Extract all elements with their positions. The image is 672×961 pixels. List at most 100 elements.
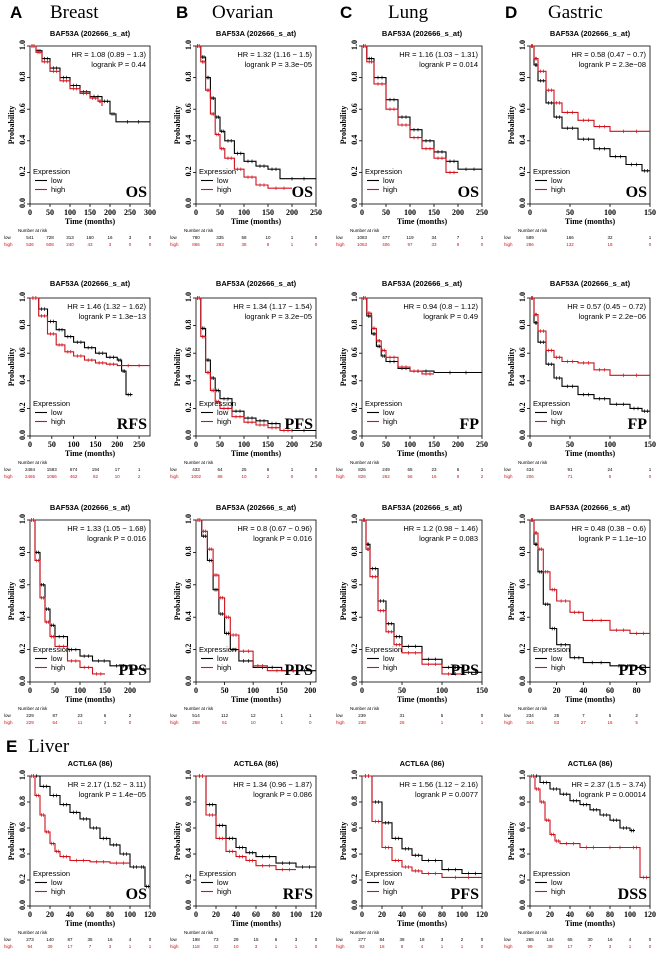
hazard-ratio: HR = 1.2 (0.98 − 1.46)	[403, 524, 478, 533]
x-tick-label: 150	[644, 208, 656, 217]
legend-title: Expression	[365, 399, 402, 408]
risk-count: 5	[609, 474, 612, 479]
risk-row-label: high	[4, 944, 13, 949]
risk-count: 61	[222, 720, 228, 725]
y-tick-label: 0.8	[184, 796, 193, 806]
km-curve-high	[362, 775, 482, 878]
hazard-ratio: HR = 2.17 (1.52 − 3.11)	[68, 780, 147, 789]
y-tick-label: 1.0	[518, 40, 527, 50]
plot-title: ACTL6A (86)	[400, 759, 445, 768]
x-tick-label: 50	[566, 208, 574, 217]
y-tick-label: 0.0	[350, 430, 359, 440]
x-tick-label: 50	[46, 208, 54, 217]
x-axis-title: Time (months)	[65, 919, 116, 928]
y-tick-label: 1.0	[18, 770, 27, 780]
risk-row-label: high	[170, 474, 179, 479]
risk-count: 12	[251, 713, 257, 718]
legend-title: Expression	[33, 645, 70, 654]
risk-count: 32	[607, 235, 613, 240]
y-tick-label: 1.0	[350, 770, 359, 780]
x-tick-label: 0	[28, 686, 32, 695]
hazard-ratio: HR = 0.8 (0.67 − 0.96)	[237, 524, 312, 533]
endpoint-label: PFS	[285, 416, 314, 433]
cancer-title-liver: Liver	[28, 736, 70, 757]
panel-letter-d: D	[505, 3, 517, 22]
km-curve-high	[196, 297, 292, 432]
risk-count: 3	[129, 235, 132, 240]
y-tick-label: 0.8	[350, 546, 359, 556]
risk-count: 38	[399, 937, 405, 942]
plot-title: ACTL6A (86)	[568, 759, 613, 768]
panel-letter-b: B	[176, 3, 188, 22]
hazard-ratio: HR = 1.33 (1.05 − 1.68)	[67, 524, 146, 533]
y-tick-label: 1.0	[184, 770, 193, 780]
y-tick-label: 0.4	[518, 848, 527, 858]
x-tick-label: 60	[606, 686, 614, 695]
y-tick-label: 0.2	[18, 644, 27, 654]
risk-count: 166	[566, 235, 574, 240]
y-axis-title: Probability	[173, 348, 182, 387]
plot-title: BAF53A (202666_s_at)	[216, 279, 297, 288]
km-panel-c1: BAF53A (202666_s_at) 0.0 0.2 0.4 0.6 0.8 1.0 Pr…	[336, 29, 488, 247]
legend-label-low: low	[51, 408, 63, 417]
risk-count: 589	[526, 235, 534, 240]
x-tick-label: 80	[438, 910, 446, 919]
y-tick-label: 0.8	[18, 546, 27, 556]
logrank-p: logrank P = 1.1e−10	[579, 534, 646, 543]
risk-count: 433	[192, 467, 200, 472]
endpoint-label: OS	[126, 886, 147, 903]
risk-count: 43	[87, 242, 93, 247]
plot-frame	[529, 519, 651, 683]
risk-count: 0	[315, 467, 318, 472]
x-tick-label: 50	[48, 440, 56, 449]
risk-count: 119	[406, 235, 414, 240]
risk-count: 87	[67, 937, 73, 942]
y-tick-label: 0.6	[184, 347, 193, 357]
legend-title: Expression	[533, 645, 570, 654]
risk-count: 118	[192, 944, 200, 949]
plot-title: BAF53A (202666_s_at)	[50, 503, 131, 512]
risk-count: 1063	[357, 242, 368, 247]
y-tick-label: 0.4	[184, 611, 193, 621]
risk-count: 10	[265, 235, 271, 240]
risk-count: 10	[115, 474, 121, 479]
km-panel-e4: ACTL6A (86) 0.0 0.2 0.4 0.6 0.8 1.0 Probability…	[504, 759, 656, 949]
y-axis-title: Probability	[339, 348, 348, 387]
risk-count: 1	[441, 720, 444, 725]
km-curve-low	[362, 775, 482, 875]
km-panel-e1: ACTL6A (86) 0.0 0.2 0.4 0.6 0.8 1.0 Probability…	[4, 759, 156, 949]
y-tick-label: 1.0	[184, 514, 193, 524]
x-tick-label: 0	[528, 910, 532, 919]
risk-row-label: high	[170, 944, 179, 949]
legend-title: Expression	[33, 167, 70, 176]
cancer-title-breast: Breast	[50, 2, 99, 23]
x-tick-label: 100	[64, 208, 76, 217]
km-curve-high	[196, 519, 296, 672]
risk-count: 344	[526, 720, 534, 725]
plot-frame	[195, 519, 317, 683]
endpoint-label: PPS	[451, 662, 480, 679]
panel-letter-a: A	[10, 3, 22, 22]
y-tick-label: 0.4	[18, 611, 27, 621]
risk-table-title: Number at risk	[350, 228, 380, 233]
risk-count: 87	[52, 713, 58, 718]
x-tick-label: 250	[476, 208, 488, 217]
x-tick-label: 20	[546, 910, 554, 919]
plot-title: BAF53A (202666_s_at)	[550, 279, 631, 288]
x-tick-label: 0	[360, 910, 364, 919]
risk-count: 674	[70, 467, 78, 472]
plot-frame	[195, 45, 317, 205]
y-axis-title: Probability	[339, 106, 348, 145]
risk-count: 1	[280, 720, 283, 725]
risk-table-title: Number at risk	[518, 460, 548, 465]
risk-count: 39	[547, 944, 553, 949]
risk-count: 5	[609, 713, 612, 718]
risk-count: 56	[407, 474, 413, 479]
x-tick-label: 50	[216, 208, 224, 217]
endpoint-label: FP	[627, 416, 647, 433]
legend-label-low: low	[217, 654, 229, 663]
y-axis-title: Probability	[507, 106, 516, 145]
x-tick-label: 100	[68, 440, 80, 449]
risk-count: 17	[567, 944, 573, 949]
risk-count: 0	[291, 474, 294, 479]
